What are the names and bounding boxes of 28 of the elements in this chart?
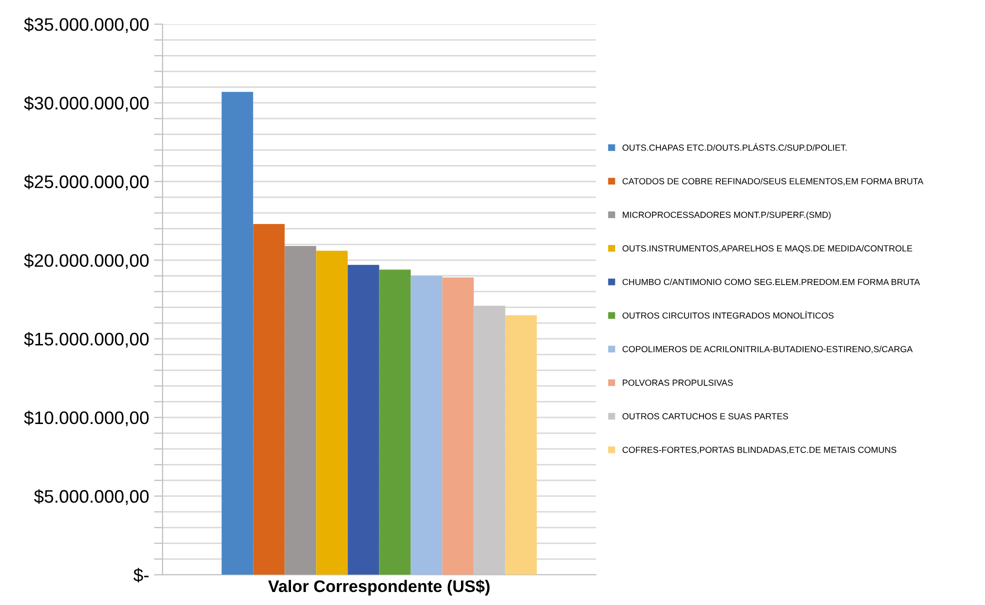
bar xyxy=(379,270,411,575)
bar xyxy=(348,264,380,575)
bar xyxy=(410,276,442,575)
legend-label: MICROPROCESSADORES MONT.P/SUPERF.(SMD) xyxy=(622,211,831,220)
legend-label: CHUMBO C/ANTIMONIO COMO SEG.ELEM.PREDOM.EM FORMA BRUTA xyxy=(622,278,920,286)
y-tick-label: $25.000.000,00 xyxy=(24,174,149,190)
y-tick-label: $10.000.000,00 xyxy=(24,410,149,426)
x-tick-label: Valor Correspondente (US$) xyxy=(268,580,490,596)
y-tick-label: $35.000.000,00 xyxy=(24,17,149,34)
legend-label: OUTS.CHAPAS ETC.D/OUTS.PLÁSTS.C/SUP.D/POLIET. xyxy=(622,143,847,151)
y-tick-label: $20.000.000,00 xyxy=(24,253,149,270)
y-tick-label: $15.000.000,00 xyxy=(24,332,149,348)
bar xyxy=(316,250,348,575)
legend-label: CATODOS DE COBRE REFINADO/SEUS ELEMENTOS,EM FORMA BRUTA xyxy=(622,178,924,186)
legend-label: COFRES-FORTES,PORTAS BLINDADAS,ETC.DE METAIS COMUNS xyxy=(622,446,896,454)
bar xyxy=(442,277,474,575)
legend-label: OUTROS CIRCUITOS INTEGRADOS MONOLÍTICOS xyxy=(622,310,834,319)
legend-label: OUTROS CARTUCHOS E SUAS PARTES xyxy=(622,413,788,420)
y-tick-label: $30.000.000,00 xyxy=(24,96,149,112)
bar xyxy=(253,224,285,575)
legend-label: POLVORAS PROPULSIVAS xyxy=(622,380,733,386)
legend-label: COPOLIMEROS DE ACRILONITRILA-BUTADIENO-ESTIRENO,S/CARGA xyxy=(622,346,913,354)
y-tick-label: $5.000.000,00 xyxy=(34,489,149,505)
bar xyxy=(284,246,316,575)
bar xyxy=(505,315,537,575)
y-tick-label: $- xyxy=(133,568,149,583)
legend-label: OUTS.INSTRUMENTOS,APARELHOS E MAQS.DE MEDIDA/CONTROLE xyxy=(622,245,912,254)
bar xyxy=(222,92,254,575)
